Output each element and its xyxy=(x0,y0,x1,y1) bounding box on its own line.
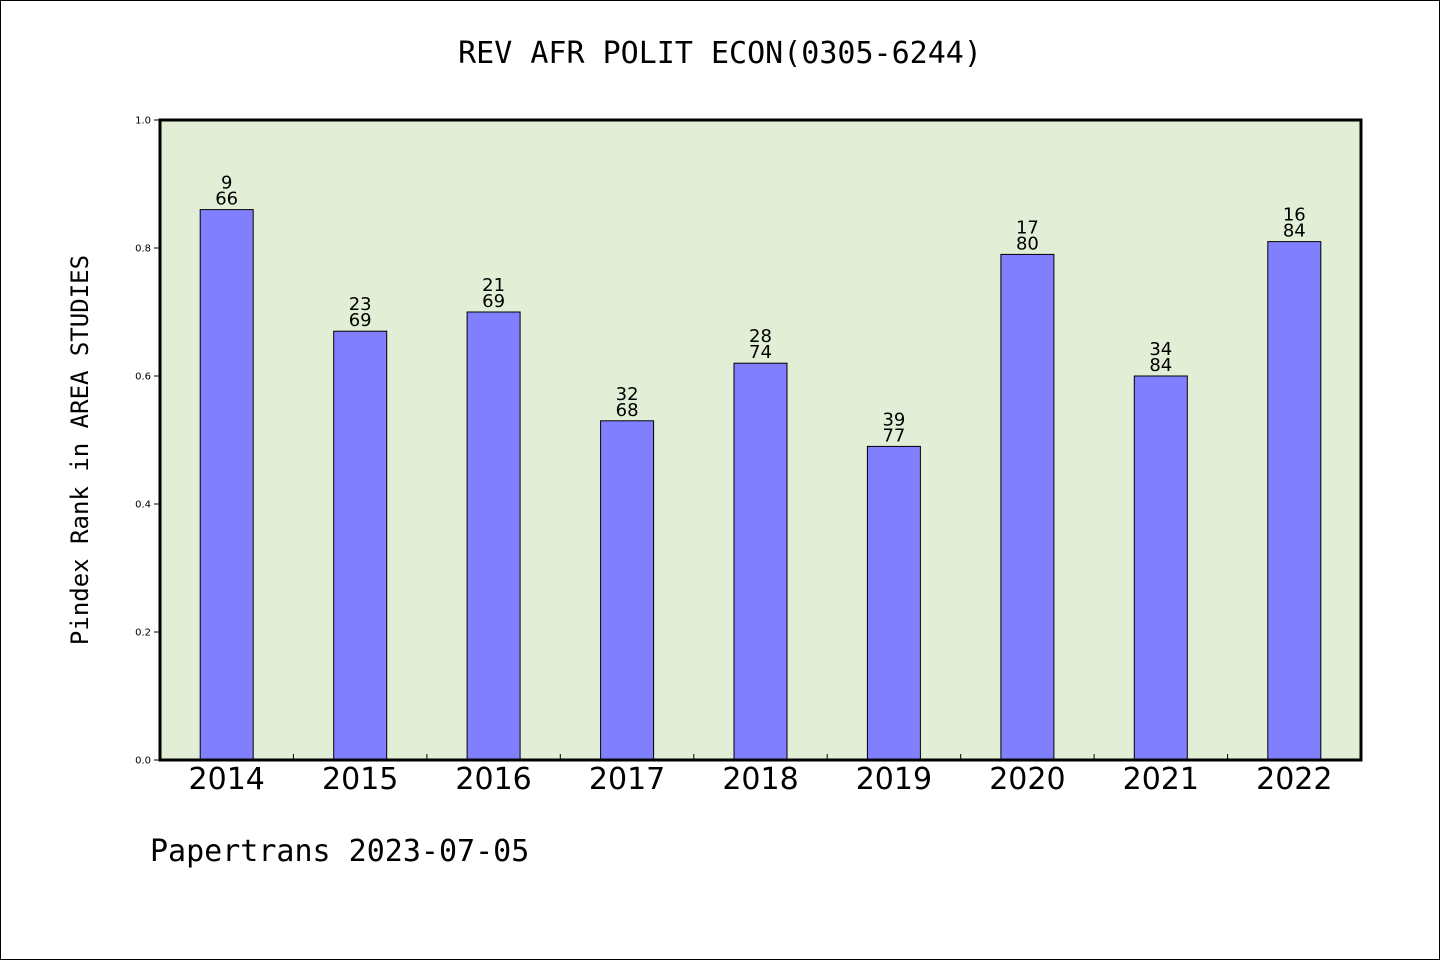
data-label-rank-2016: 21 xyxy=(482,275,505,296)
bars-group xyxy=(199,209,1322,761)
y-tick-label-0.8: 0.8 xyxy=(135,244,151,255)
bar-2021 xyxy=(1133,375,1188,761)
bar-2016 xyxy=(466,311,521,761)
data-label-total-2020: 80 xyxy=(1016,233,1039,254)
x-tick-label-2019: 2019 xyxy=(856,762,932,797)
bar-2017 xyxy=(600,420,655,761)
y-tick-label-0.0: 0.0 xyxy=(135,756,151,767)
x-axis: 2014 2015 2016 2017 2018 2019 2020 2021 2022 xyxy=(189,754,1332,797)
x-tick-label-2016: 2016 xyxy=(455,762,531,797)
x-tick-label-2020: 2020 xyxy=(989,762,1065,797)
x-tick-label-2017: 2017 xyxy=(589,762,665,797)
bar-2022 xyxy=(1267,241,1322,761)
data-label-rank-2021: 34 xyxy=(1149,339,1172,360)
y-tick-label-1.0: 1.0 xyxy=(135,116,151,127)
data-label-total-2022: 84 xyxy=(1283,221,1306,242)
data-label-rank-2019: 39 xyxy=(882,409,905,430)
chart-title: REV AFR POLIT ECON(0305-6244) xyxy=(458,36,982,71)
x-tick-label-2014: 2014 xyxy=(189,762,265,797)
x-tick-label-2021: 2021 xyxy=(1123,762,1199,797)
data-label-rank-2017: 32 xyxy=(616,384,639,405)
data-label-total-2014: 66 xyxy=(215,189,238,210)
bar-2019 xyxy=(866,445,921,761)
x-tick-label-2018: 2018 xyxy=(722,762,798,797)
data-label-rank-2014: 9 xyxy=(221,173,232,194)
x-tick-label-2015: 2015 xyxy=(322,762,398,797)
data-label-rank-2018: 28 xyxy=(749,326,772,347)
data-label-total-2015: 69 xyxy=(349,310,372,331)
y-axis: 0.0 0.2 0.4 0.6 0.8 1.0 xyxy=(135,116,160,767)
y-tick-label-0.2: 0.2 xyxy=(135,628,151,639)
data-label-rank-2020: 17 xyxy=(1016,217,1039,238)
bar-2015 xyxy=(333,330,388,761)
x-tick-label-2022: 2022 xyxy=(1256,762,1332,797)
data-label-total-2019: 77 xyxy=(882,425,905,446)
data-label-rank-2015: 23 xyxy=(349,294,372,315)
data-label-total-2021: 84 xyxy=(1149,355,1172,376)
plot-border xyxy=(158,118,1363,762)
bar-2018 xyxy=(733,362,788,761)
data-label-total-2017: 68 xyxy=(616,400,639,421)
data-label-rank-2022: 16 xyxy=(1283,205,1306,226)
bar-2014 xyxy=(199,209,254,761)
footer-note: Papertrans 2023-07-05 xyxy=(150,834,530,869)
data-label-total-2016: 69 xyxy=(482,291,505,312)
y-tick-label-0.6: 0.6 xyxy=(135,372,151,383)
bar-2020 xyxy=(1000,253,1055,761)
y-tick-label-0.4: 0.4 xyxy=(135,500,151,511)
data-label-total-2018: 74 xyxy=(749,342,772,363)
